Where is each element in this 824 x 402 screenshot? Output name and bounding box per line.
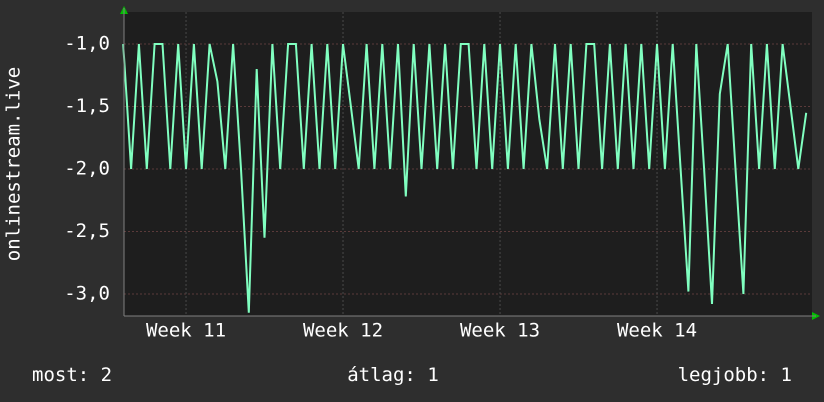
plot-area — [124, 12, 812, 316]
stat-label: átlag: — [347, 364, 416, 386]
stat-label: most: — [32, 364, 89, 386]
stat: átlag: 1 — [347, 364, 439, 386]
y-axis-label: onlinestream.live — [3, 67, 25, 261]
y-tick-label: -1,5 — [64, 95, 110, 117]
y-tick-label: -3,0 — [64, 283, 110, 305]
stat: most: 2 — [32, 364, 112, 386]
y-tick-label: -1,0 — [64, 33, 110, 55]
stat: legjobb: 1 — [678, 364, 792, 386]
x-tick-label: Week 12 — [303, 320, 383, 342]
x-tick-label: Week 14 — [617, 320, 697, 342]
x-tick-label: Week 11 — [146, 320, 226, 342]
stat-value: 1 — [781, 364, 792, 386]
y-tick-label: -2,0 — [64, 158, 110, 180]
stat-label: legjobb: — [678, 364, 770, 386]
data-line — [122, 43, 808, 313]
stat-value: 1 — [427, 364, 438, 386]
y-tick-label: -2,5 — [64, 220, 110, 242]
stat-value: 2 — [101, 364, 112, 386]
x-tick-label: Week 13 — [460, 320, 540, 342]
